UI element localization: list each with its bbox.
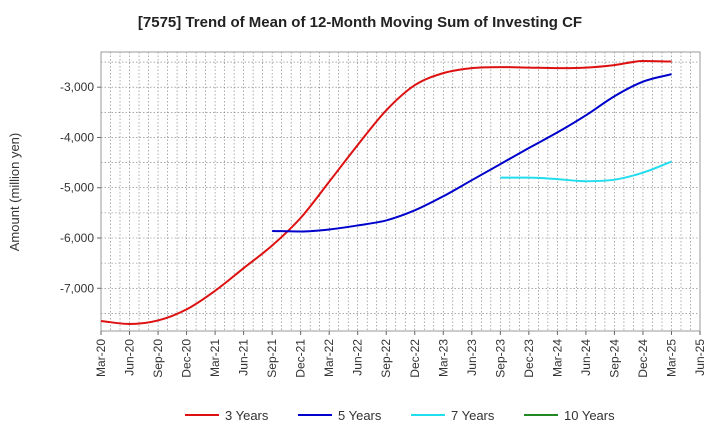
x-tick-label: Mar-24 [550, 339, 564, 377]
x-tick-label: Dec-24 [636, 339, 650, 378]
y-tick-label: -5,000 [60, 181, 94, 195]
x-tick-label: Mar-21 [208, 339, 222, 377]
y-tick-label: -7,000 [60, 281, 94, 295]
series-line-3-years [100, 60, 672, 325]
x-tick-label: Sep-24 [607, 339, 621, 378]
x-tick-label: Sep-20 [151, 339, 165, 378]
y-tick-label: -6,000 [60, 231, 94, 245]
legend-label: 10 Years [564, 408, 615, 423]
y-axis-title: Amount (million yen) [7, 133, 22, 252]
x-axis-ticks: Mar-20 Jun-20 Sep-20 Dec-20 Mar-21 Jun-21 Sep-… [94, 331, 707, 378]
x-tick-label: Mar-20 [94, 339, 108, 377]
x-tick-label: Dec-23 [522, 339, 536, 378]
series-line-7-years [500, 160, 672, 183]
y-tick-label: -4,000 [60, 130, 94, 144]
x-tick-label: Jun-20 [123, 339, 137, 376]
x-tick-label: Sep-22 [379, 339, 393, 378]
x-tick-label: Mar-22 [322, 339, 336, 377]
grid [101, 52, 700, 331]
legend-label: 3 Years [225, 408, 269, 423]
x-tick-label: Sep-21 [265, 339, 279, 378]
y-axis-ticks: -7,000 -6,000 -5,000 -4,000 -3,000 [60, 80, 101, 295]
series-line-5-years [272, 73, 672, 233]
x-tick-label: Mar-25 [664, 339, 678, 377]
x-tick-label: Dec-21 [294, 339, 308, 378]
x-tick-label: Dec-22 [408, 339, 422, 378]
legend: 3 Years 5 Years 7 Years 10 Years [185, 408, 615, 423]
x-tick-label: Sep-23 [493, 339, 507, 378]
x-tick-label: Jun-24 [579, 339, 593, 376]
series-lines [100, 60, 672, 325]
legend-label: 5 Years [338, 408, 382, 423]
x-tick-label: Jun-21 [237, 339, 251, 376]
legend-label: 7 Years [451, 408, 495, 423]
x-tick-label: Jun-23 [465, 339, 479, 376]
y-tick-label: -3,000 [60, 80, 94, 94]
x-tick-label: Jun-25 [693, 339, 707, 376]
x-tick-label: Dec-20 [180, 339, 194, 378]
x-tick-label: Mar-23 [436, 339, 450, 377]
plot-area [100, 51, 701, 332]
chart-title: [7575] Trend of Mean of 12-Month Moving … [137, 14, 583, 31]
x-tick-label: Jun-22 [351, 339, 365, 376]
